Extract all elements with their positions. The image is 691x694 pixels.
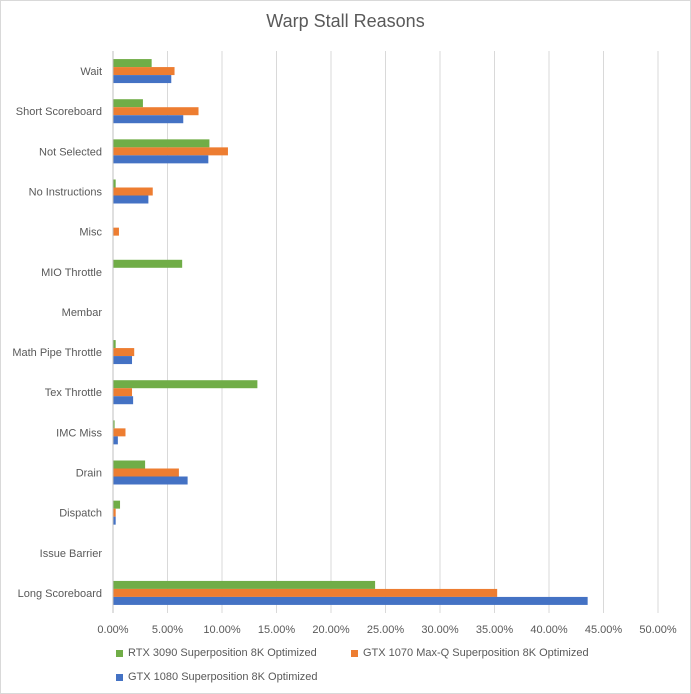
bar: [113, 67, 175, 76]
bar: [113, 436, 118, 445]
x-tick-label: 30.00%: [421, 624, 459, 636]
bar: [113, 468, 179, 477]
bar: [113, 115, 184, 124]
legend-item: GTX 1080 Superposition 8K Optimized: [116, 671, 318, 683]
category-label: Misc: [79, 227, 102, 239]
x-tick-label: 15.00%: [258, 624, 296, 636]
bar: [113, 516, 116, 525]
category-label: Math Pipe Throttle: [12, 347, 102, 359]
x-tick-label: 50.00%: [639, 624, 677, 636]
category-label: Short Scoreboard: [16, 106, 102, 118]
x-tick-label: 0.00%: [97, 624, 128, 636]
x-tick-label: 40.00%: [530, 624, 568, 636]
category-label: Dispatch: [59, 508, 102, 520]
bar: [113, 588, 498, 597]
bar: [113, 428, 126, 437]
x-tick-label: 20.00%: [312, 624, 350, 636]
x-tick-label: 45.00%: [585, 624, 623, 636]
bar: [113, 580, 376, 589]
bar: [113, 596, 588, 605]
x-tick-label: 25.00%: [367, 624, 405, 636]
category-label: Drain: [76, 468, 102, 480]
bar: [113, 259, 183, 268]
x-tick-label: 10.00%: [203, 624, 241, 636]
bar: [113, 356, 133, 365]
legend-item: RTX 3090 Superposition 8K Optimized: [116, 647, 317, 659]
bar: [113, 195, 149, 204]
category-label: Wait: [80, 66, 102, 78]
bar: [113, 227, 119, 236]
bar: [113, 380, 258, 389]
legend-swatch: [116, 649, 123, 657]
category-label: Long Scoreboard: [18, 588, 102, 600]
category-label: Issue Barrier: [40, 548, 103, 560]
bar: [113, 179, 116, 188]
category-label: MIO Throttle: [41, 267, 102, 279]
legend-swatch: [116, 673, 123, 681]
bar: [113, 476, 188, 485]
legend-label: GTX 1070 Max-Q Superposition 8K Optimize…: [363, 647, 589, 659]
bar: [113, 99, 143, 108]
x-tick-label: 5.00%: [152, 624, 183, 636]
bar: [113, 500, 121, 509]
bar: [113, 155, 209, 164]
bar: [113, 508, 116, 517]
bar: [113, 147, 228, 156]
bar: [113, 187, 153, 196]
x-tick-label: 35.00%: [476, 624, 514, 636]
legend-item: GTX 1070 Max-Q Superposition 8K Optimize…: [351, 647, 589, 659]
bar: [113, 340, 116, 349]
bar: [113, 420, 115, 429]
category-label: Not Selected: [39, 146, 102, 158]
bar: [113, 348, 135, 357]
legend-label: RTX 3090 Superposition 8K Optimized: [128, 647, 317, 659]
bar: [113, 388, 133, 397]
legend-label: GTX 1080 Superposition 8K Optimized: [128, 671, 318, 683]
chart-title: Warp Stall Reasons: [266, 11, 425, 31]
category-label: Membar: [62, 307, 103, 319]
category-label: No Instructions: [29, 187, 103, 199]
bar: [113, 396, 134, 405]
bar: [113, 139, 210, 148]
legend-swatch: [351, 649, 358, 657]
bar: [113, 59, 152, 68]
bar: [113, 460, 146, 469]
bar: [113, 75, 172, 84]
bar: [113, 107, 199, 116]
category-label: IMC Miss: [56, 427, 102, 439]
category-label: Tex Throttle: [45, 387, 102, 399]
